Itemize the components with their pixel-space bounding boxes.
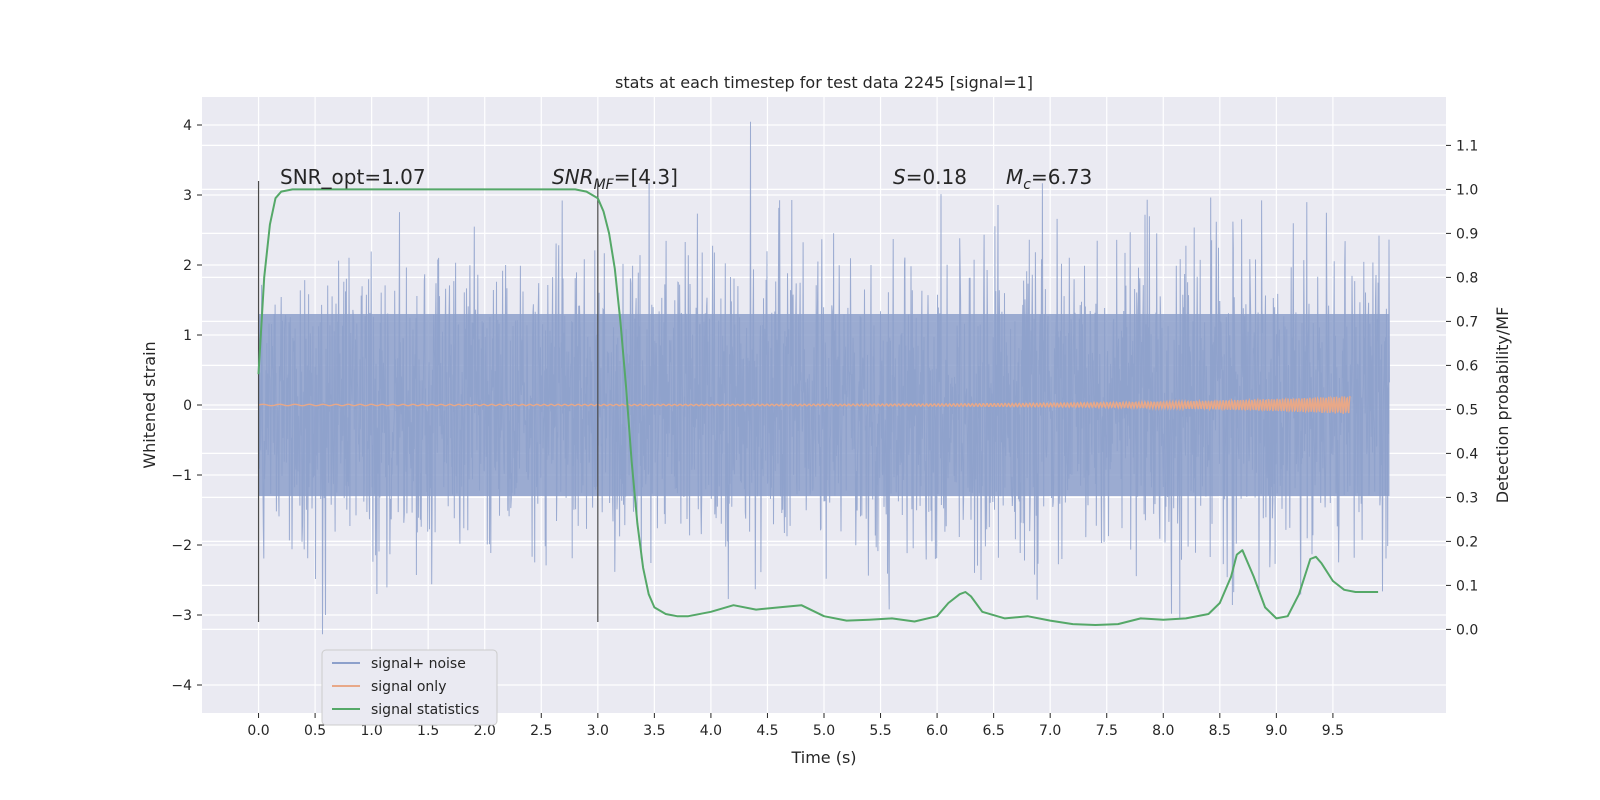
x-ticks: 0.0 0.5 1.0 1.5 2.0 2.5 3.0 3.5 4.0 4.5 5.0 5.5 6.0 6… [247,713,1344,739]
annotation-chirp-mass: Mc=6.73 [1006,165,1092,193]
annotation-chirp-mass-symbol: M [1006,165,1023,189]
x-tick-label: 2.5 [530,723,552,739]
y-tick-label-right: 1.1 [1456,138,1478,154]
y-tick-label-left: 2 [183,258,192,274]
x-tick-label: 3.5 [643,723,665,739]
annotation-chirp-mass-subscript: c [1023,177,1031,193]
y-tick-label-right: 0.3 [1456,490,1478,506]
y-axis-label-left: Whitened strain [140,341,159,468]
x-tick-label: 5.5 [869,723,891,739]
legend-label-signal-plus-noise: signal+ noise [371,656,466,672]
x-axis-label: Time (s) [790,748,856,767]
x-tick-label: 7.5 [1096,723,1118,739]
y-tick-label-left: 4 [183,118,192,134]
signal-trace [258,395,1351,414]
x-tick-label: 3.0 [587,723,609,739]
y-tick-label-left: −1 [171,468,192,484]
x-tick-label: 8.0 [1152,723,1174,739]
event-markers [257,181,599,622]
y-tick-label-right: 0.5 [1456,402,1478,418]
legend: signal+ noise signal only signal statist… [321,649,498,726]
x-tick-label: 4.0 [700,723,722,739]
chart-title: stats at each timestep for test data 224… [615,73,1033,92]
y-tick-label-left: 3 [183,188,192,204]
annotation-snr-mf-symbol: SNR [552,165,594,189]
y-tick-label-right: 0.0 [1456,622,1478,638]
y-tick-label-right: 0.6 [1456,358,1478,374]
annotation-snr-opt: SNR_opt=1.07 [280,165,426,189]
y-tick-label-left: −2 [171,538,192,554]
y-tick-label-right: 0.2 [1456,534,1478,550]
y-tick-label-right: 0.8 [1456,270,1478,286]
x-tick-label: 0.0 [247,723,269,739]
x-tick-label: 4.5 [756,723,778,739]
y-ticks-right: 1.1 1.0 0.9 0.8 0.7 0.6 0.5 0.4 0.3 0.2 0.1 0.0 [1446,138,1478,638]
y-ticks-left: 4 3 2 1 0 −1 −2 −3 −4 [171,118,202,694]
annotation-spin-value: =0.18 [906,165,967,189]
annotation-chirp-mass-value: =6.73 [1031,165,1092,189]
y-tick-label-left: −3 [171,608,192,624]
y-tick-label-right: 1.0 [1456,182,1478,198]
legend-label-signal-statistics: signal statistics [371,702,479,718]
y-tick-label-left: −4 [171,678,192,694]
x-tick-label: 0.5 [304,723,326,739]
y-tick-label-right: 0.7 [1456,314,1478,330]
series-signal-only [258,395,1351,414]
y-tick-label-right: 0.4 [1456,446,1478,462]
x-tick-label: 9.5 [1322,723,1344,739]
x-tick-label: 5.0 [813,723,835,739]
legend-box [321,649,498,726]
x-tick-label: 6.0 [926,723,948,739]
annotation-snr-mf-subscript: MF [594,177,615,193]
annotation-spin: S=0.18 [893,165,967,189]
x-tick-label: 6.5 [983,723,1005,739]
x-tick-label: 7.0 [1039,723,1061,739]
y-tick-label-left: 1 [183,328,192,344]
statistics-curve [257,188,1379,626]
y-tick-label-right: 0.1 [1456,578,1478,594]
x-tick-label: 2.0 [474,723,496,739]
x-tick-label: 1.0 [361,723,383,739]
y-axis-label-right: Detection probability/MF [1493,307,1512,504]
y-tick-label-right: 0.9 [1456,226,1478,242]
annotation-spin-symbol: S [893,165,906,189]
annotation-snr-mf-value: =[4.3] [614,165,678,189]
annotation-snr-mf: SNRMF=[4.3] [552,165,678,193]
legend-label-signal-only: signal only [371,679,446,695]
annotations: SNR_opt=1.07 SNRMF=[4.3] S=0.18 Mc=6.73 [280,165,1092,193]
series-signal-statistics [257,188,1379,626]
x-tick-label: 8.5 [1209,723,1231,739]
x-tick-label: 9.0 [1265,723,1287,739]
x-tick-label: 1.5 [417,723,439,739]
y-tick-label-left: 0 [183,398,192,414]
